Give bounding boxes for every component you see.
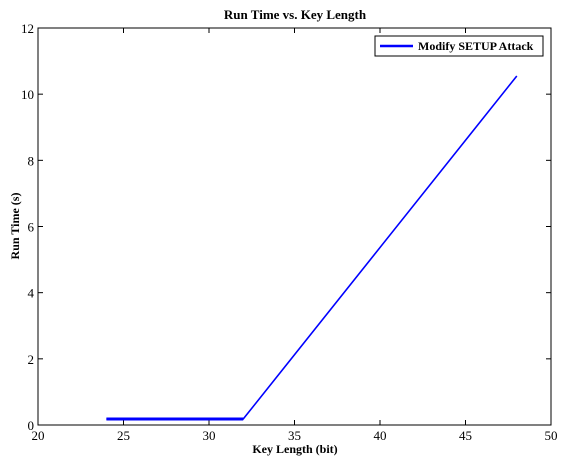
chart-title: Run Time vs. Key Length — [224, 7, 367, 22]
x-tick-label: 30 — [203, 428, 216, 443]
x-tick-label: 25 — [117, 428, 130, 443]
y-tick-label: 12 — [21, 21, 34, 36]
y-axis-label: Run Time (s) — [8, 193, 22, 260]
x-tick-label: 45 — [459, 428, 472, 443]
x-axis-label: Key Length (bit) — [252, 442, 337, 456]
x-tick-label: 40 — [374, 428, 387, 443]
x-tick-label: 50 — [545, 428, 558, 443]
y-tick-label: 6 — [28, 220, 35, 235]
y-tick-label: 4 — [28, 286, 35, 301]
y-tick-label: 2 — [28, 352, 35, 367]
axis-ticks: 20 25 30 35 40 45 50 0 2 4 6 8 10 12 — [21, 21, 558, 443]
legend: Modify SETUP Attack — [374, 35, 544, 57]
plot-area — [37, 27, 552, 426]
legend-label: Modify SETUP Attack — [418, 39, 534, 53]
x-tick-label: 35 — [288, 428, 301, 443]
y-tick-label: 10 — [21, 87, 34, 102]
x-tick-label: 20 — [32, 428, 45, 443]
y-tick-label: 8 — [28, 153, 35, 168]
legend-box — [374, 35, 544, 57]
series-layer — [106, 75, 518, 421]
y-tick-label: 0 — [28, 418, 35, 433]
